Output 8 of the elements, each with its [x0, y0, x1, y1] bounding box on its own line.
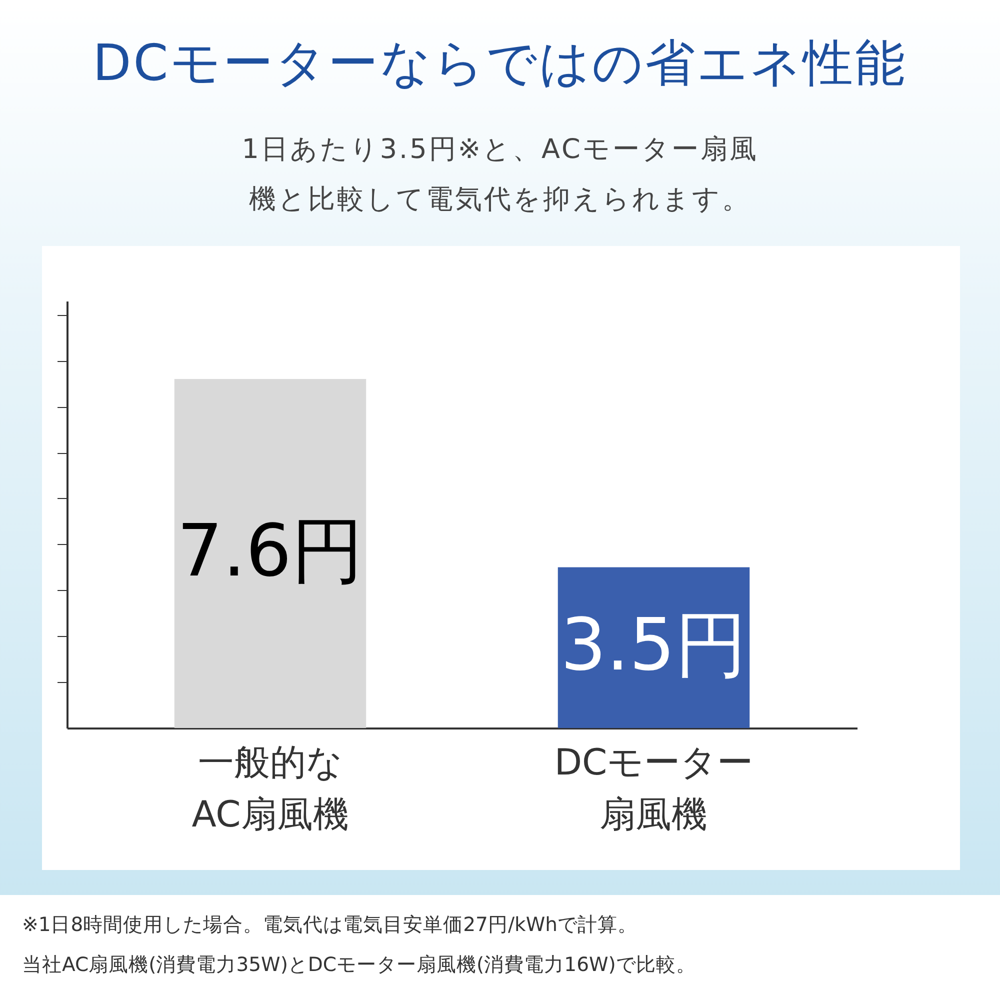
- data-label: 3.5円: [560, 602, 748, 687]
- chart-subtitle: 1日あたり3.5円※と、ACモーター扇風機と比較して電気代を抑えられます。: [240, 133, 760, 217]
- x-tick-label: 一般的なAC扇風機: [192, 742, 349, 836]
- text: 当社AC扇風機(消費電力35W)とDCモーター扇風機(消費電力16W)で比較。: [22, 952, 697, 978]
- chart-title: DCモーターならではの省エネ性能: [92, 33, 908, 94]
- data-label: 7.6円: [176, 508, 364, 593]
- x-tick-label: DCモーター扇風機: [554, 742, 754, 836]
- text: ※1日8時間使用した場合。電気代は電気目安単価27円/kWhで計算。: [22, 912, 638, 938]
